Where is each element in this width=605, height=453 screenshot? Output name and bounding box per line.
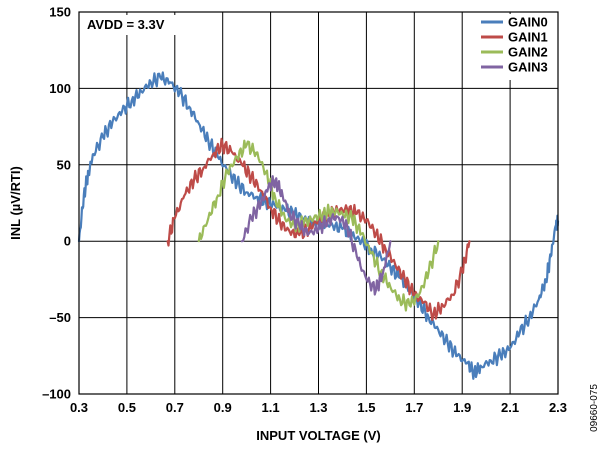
x-tick-label: 2.3 (549, 400, 567, 415)
y-tick-label: 100 (49, 81, 71, 96)
legend-label-gain1: GAIN1 (508, 30, 548, 45)
legend-background (477, 14, 556, 80)
legend-label-gain3: GAIN3 (508, 60, 548, 75)
figure-id: 09660-075 (589, 384, 600, 432)
y-tick-labels: –100 –50 0 50 100 150 (42, 5, 71, 402)
legend-label-gain0: GAIN0 (508, 15, 548, 30)
series-line-gain3 (240, 175, 392, 296)
x-tick-labels: 0.3 0.5 0.7 0.9 1.1 1.3 1.5 1.7 1.9 2.1 2.3 (70, 400, 567, 415)
series-lines (77, 71, 560, 380)
x-axis-title: INPUT VOLTAGE (V) (256, 428, 380, 443)
x-tick-label: 1.7 (405, 400, 423, 415)
x-tick-label: 1.3 (309, 400, 327, 415)
y-tick-label: –50 (49, 310, 71, 325)
series-line-gain2 (197, 139, 440, 312)
y-tick-label: 50 (57, 157, 71, 172)
y-tick-label: 150 (49, 5, 71, 20)
annotation-background (83, 15, 177, 35)
y-tick-label: 0 (64, 234, 71, 249)
y-axis-title: INL (µV/RTI) (8, 166, 23, 240)
x-tick-label: 1.1 (262, 400, 280, 415)
x-tick-label: 1.9 (453, 400, 471, 415)
x-tick-label: 0.5 (118, 400, 136, 415)
x-tick-label: 2.1 (501, 400, 519, 415)
plot-frame (78, 11, 559, 395)
annotation-avdd: AVDD = 3.3V (87, 17, 165, 32)
legend-label-gain2: GAIN2 (508, 45, 548, 60)
x-tick-label: 0.7 (166, 400, 184, 415)
x-tick-label: 0.9 (214, 400, 232, 415)
y-tick-label: –100 (42, 387, 71, 402)
x-tick-label: 0.3 (70, 400, 88, 415)
x-tick-label: 1.5 (357, 400, 375, 415)
